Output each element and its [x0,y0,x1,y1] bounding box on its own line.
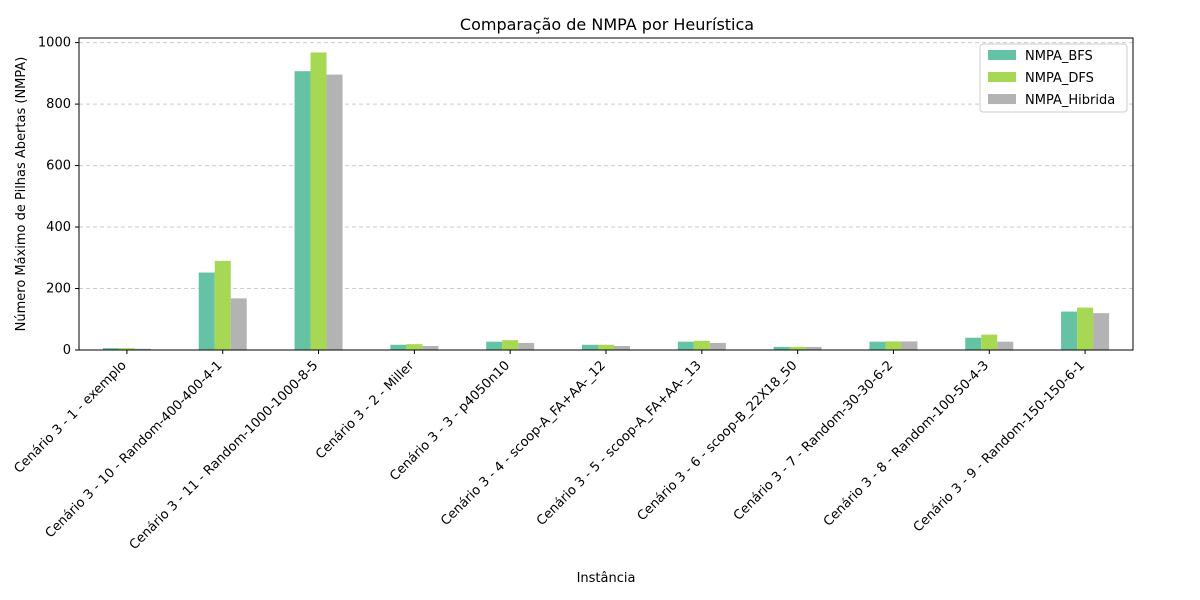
legend-label: NMPA_BFS [1025,49,1093,64]
bar-nmpa-hibrida [614,346,630,350]
bar-nmpa-dfs [502,340,519,350]
y-tick-label: 0 [63,343,71,358]
x-axis-label: Instância [577,571,636,586]
bar-nmpa-hibrida [422,346,439,350]
bar-nmpa-dfs [1077,307,1094,350]
bar-nmpa-bfs [486,341,503,350]
bar-nmpa-hibrida [805,346,822,350]
bar-nmpa-bfs [869,341,886,350]
legend: NMPA_BFS NMPA_DFS NMPA_Hibrida [979,43,1128,113]
legend-swatch [988,94,1016,104]
bar-nmpa-bfs [102,348,119,350]
bar-nmpa-dfs [214,260,231,350]
x-tick-label: Cenário 3 - 9 - Random-150-150-6-1 [911,358,1088,535]
x-tick-label: Cenário 3 - 2 - Miller [313,358,418,463]
y-tick-label: 400 [46,220,71,235]
bar-nmpa-hibrida [326,74,343,350]
bar-nmpa-hibrida [709,342,726,350]
bar-nmpa-hibrida [901,341,918,350]
legend-label: NMPA_DFS [1025,71,1094,86]
bar-nmpa-dfs [885,341,902,350]
x-tick-label: Cenário 3 - 8 - Random-100-50-4-3 [821,358,992,529]
y-axis-label: Número Máximo de Pilhas Abertas (NMPA) [14,57,29,332]
bar-nmpa-hibrida [1093,313,1110,350]
bar-nmpa-bfs [198,272,215,350]
bar-nmpa-dfs [598,344,614,350]
bar-nmpa-dfs [789,346,806,350]
bar-nmpa-bfs [677,341,694,350]
legend-swatch [988,72,1016,82]
x-tick-label: Cenário 3 - 11 - Random-1000-1000-8-5 [127,358,322,553]
y-tick-label: 200 [46,282,71,297]
bar-nmpa-hibrida [134,348,151,350]
x-tick-label: Cenário 3 - 5 - scoop-A_FA+AA-_13 [534,358,705,529]
bar-nmpa-bfs [965,337,982,350]
bar-nmpa-bfs [390,344,407,350]
x-tick-label: Cenário 3 - 1 - exemplo [11,358,129,476]
y-tick-label: 600 [46,159,71,174]
bar-nmpa-bfs [582,344,598,350]
bar-nmpa-dfs [693,340,710,350]
bar-nmpa-bfs [773,346,790,350]
x-tick-label: Cenário 3 - 10 - Random-400-400-4-1 [43,358,226,541]
y-tick-label: 800 [46,97,71,112]
bar-nmpa-bfs [294,71,311,350]
bar-group [102,52,1110,350]
legend-swatch [988,50,1016,60]
bar-nmpa-hibrida [997,341,1014,350]
x-tick-label: Cenário 3 - 6 - scoop-B_22X18_50 [635,358,801,524]
bar-nmpa-hibrida [230,298,247,350]
y-axis-ticks: 0 200 400 600 800 1000 [38,36,79,358]
bar-nmpa-dfs [406,344,423,350]
bar-nmpa-bfs [1061,311,1078,350]
bar-nmpa-dfs [118,348,135,350]
x-tick-label: Cenário 3 - 7 - Random-30-30-6-2 [731,358,896,523]
legend-label: NMPA_Hibrida [1025,93,1115,108]
y-tick-label: 1000 [38,36,71,51]
legend-box [979,43,1128,113]
chart-title: Comparação de NMPA por Heurística [460,15,754,34]
bar-nmpa-dfs [310,52,327,350]
x-tick-label: Cenário 3 - 4 - scoop-A_FA+AA-_12 [438,358,609,529]
bar-nmpa-dfs [981,334,998,350]
bar-nmpa-hibrida [518,342,535,350]
